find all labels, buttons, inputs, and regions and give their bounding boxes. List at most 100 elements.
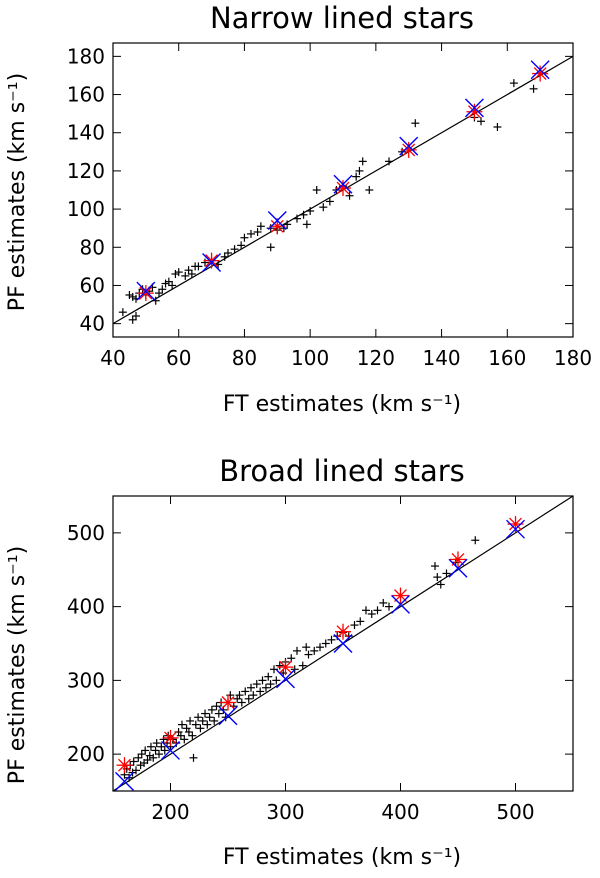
x-tick-label: 500 xyxy=(496,800,534,824)
data-point-plus xyxy=(164,277,173,286)
data-point-asterisk xyxy=(532,65,549,82)
data-point-plus xyxy=(188,731,197,740)
data-point-plus xyxy=(249,691,258,700)
data-point-cross xyxy=(202,253,222,273)
data-point-plus xyxy=(283,220,292,229)
data-point-plus xyxy=(155,750,163,759)
data-point-plus xyxy=(373,606,382,615)
data-point-cross xyxy=(506,519,525,539)
data-point-plus xyxy=(279,224,288,233)
chart-narrow-plot: 40 60 80 100 120 140 160 180 40 60 80 100 120 140 160 1… xyxy=(67,42,592,370)
data-point-plus xyxy=(365,186,374,194)
data-point-plus xyxy=(128,315,137,324)
data-point-plus xyxy=(152,739,161,748)
data-point-plus xyxy=(132,766,140,775)
data-point-plus xyxy=(312,186,321,194)
data-point-plus xyxy=(155,289,163,298)
data-point-plus xyxy=(158,285,167,294)
data-point-plus xyxy=(149,753,158,762)
data-point-plus xyxy=(529,84,538,93)
data-point-cross xyxy=(399,136,419,156)
data-point-plus xyxy=(178,720,186,729)
data-point-plus xyxy=(184,728,193,736)
chart-broad: Broad lined stars FT estimates (km s⁻¹) … xyxy=(5,454,574,870)
data-point-plus xyxy=(385,157,393,166)
data-point-plus xyxy=(203,720,212,729)
data-point-plus xyxy=(241,687,250,696)
chart-narrow-title: Narrow lined stars xyxy=(210,1,474,35)
data-point-asterisk xyxy=(220,694,236,711)
data-point-plus xyxy=(207,705,216,714)
data-point-asterisk xyxy=(277,659,294,676)
data-point-plus xyxy=(306,207,315,215)
data-point-asterisk xyxy=(466,103,483,120)
data-point-plus xyxy=(184,266,193,275)
x-tick-label: 200 xyxy=(151,800,189,824)
data-point-plus xyxy=(319,203,328,212)
data-point-cross xyxy=(448,558,468,578)
data-point-plus xyxy=(181,271,190,280)
data-point-plus xyxy=(237,241,246,250)
data-point-plus xyxy=(210,716,219,725)
data-point-cross xyxy=(391,594,410,614)
chart-narrow-ylabel: PF estimates (km s⁻¹) xyxy=(5,73,30,311)
data-point-plus xyxy=(253,228,262,236)
x-tick-label: 140 xyxy=(422,346,460,370)
data-point-plus xyxy=(275,661,284,670)
data-point-plus xyxy=(187,270,196,278)
data-point-plus xyxy=(125,291,134,299)
data-point-plus xyxy=(235,691,244,700)
data-point-asterisk xyxy=(335,180,351,197)
data-point-plus xyxy=(293,214,301,223)
data-point-plus xyxy=(143,756,152,765)
data-point-asterisk xyxy=(203,252,220,269)
x-tick-label: 160 xyxy=(488,346,526,370)
data-point-plus xyxy=(264,672,273,681)
data-point-plus xyxy=(261,683,270,692)
data-point-plus xyxy=(186,716,195,725)
data-point-plus xyxy=(132,312,140,320)
data-point-plus xyxy=(163,739,172,748)
data-point-plus xyxy=(171,270,180,278)
data-point-plus xyxy=(258,676,267,685)
data-point-plus xyxy=(431,562,439,571)
data-point-plus xyxy=(333,632,342,641)
data-point-plus xyxy=(146,742,155,751)
data-point-plus xyxy=(176,731,185,740)
y-tick-label: 100 xyxy=(67,197,105,221)
data-point-plus xyxy=(477,117,485,126)
data-point-plus xyxy=(436,580,445,589)
data-point-cross xyxy=(161,740,180,760)
data-point-plus xyxy=(290,665,299,674)
data-point-plus xyxy=(174,268,183,277)
data-point-plus xyxy=(379,598,388,607)
data-point-plus xyxy=(302,220,311,229)
y-tick-label: 500 xyxy=(67,521,105,545)
data-point-plus xyxy=(157,742,166,751)
data-point-plus xyxy=(256,222,265,231)
y-tick-label: 300 xyxy=(67,668,105,692)
data-point-plus xyxy=(151,746,160,755)
data-point-plus xyxy=(201,258,209,267)
data-point-plus xyxy=(362,606,370,615)
data-point-asterisk xyxy=(116,757,133,774)
x-tick-label: 400 xyxy=(381,800,419,824)
data-point-cross xyxy=(267,211,287,231)
data-point-plus xyxy=(128,292,137,301)
data-point-plus xyxy=(345,191,354,200)
data-point-plus xyxy=(201,709,209,718)
data-point-plus xyxy=(433,573,442,582)
data-point-cross xyxy=(276,669,295,689)
data-point-plus xyxy=(266,680,275,689)
data-point-plus xyxy=(134,753,143,762)
x-tick-label: 120 xyxy=(357,346,395,370)
data-point-plus xyxy=(194,262,203,271)
data-point-plus xyxy=(344,632,353,641)
data-point-plus xyxy=(214,709,223,718)
data-point-plus xyxy=(316,643,324,652)
data-point-plus xyxy=(244,694,253,703)
chart-broad-title: Broad lined stars xyxy=(219,454,465,488)
data-point-asterisk xyxy=(137,285,154,302)
y-tick-label: 140 xyxy=(67,121,105,145)
